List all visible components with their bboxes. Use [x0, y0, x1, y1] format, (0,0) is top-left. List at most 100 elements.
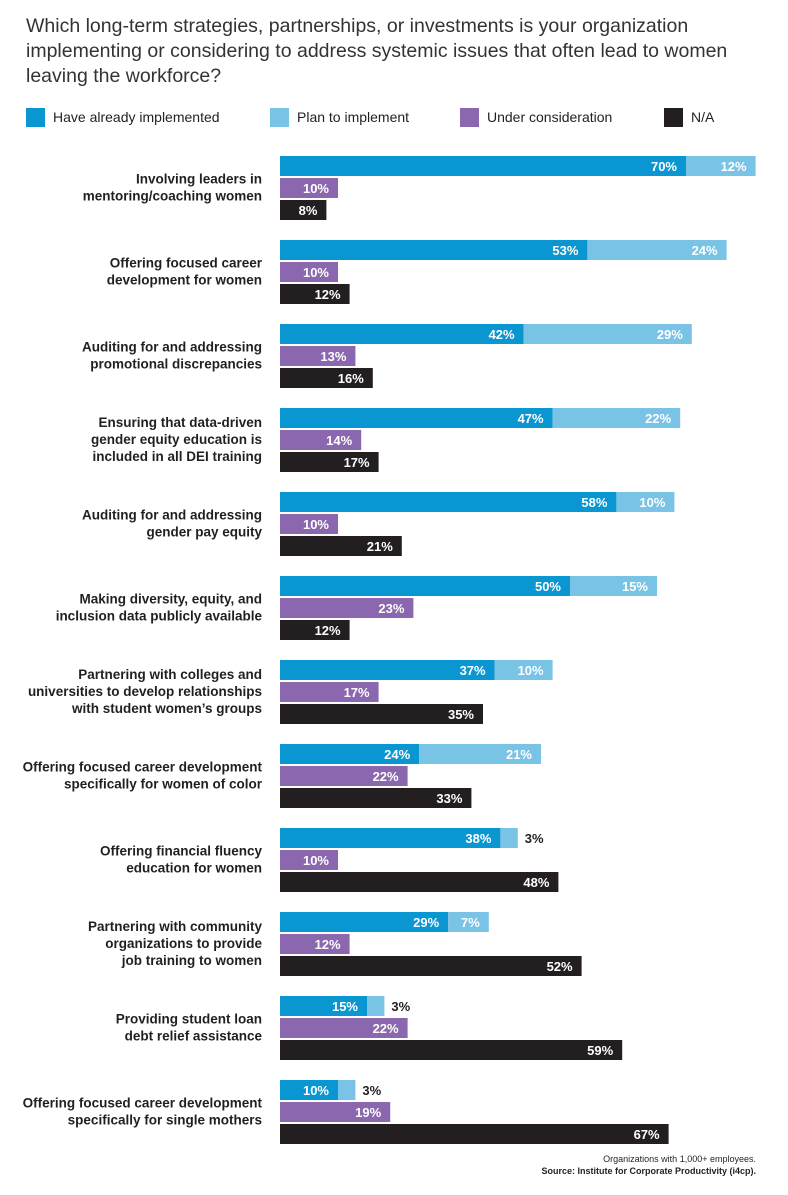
data-label-consideration: 12% [315, 937, 341, 952]
category-label: Offering focused career development for w… [107, 256, 263, 288]
legend-label-implemented: Have already implemented [53, 109, 220, 125]
bar-na [280, 788, 472, 808]
bar-implemented [280, 156, 686, 176]
bar-na [280, 1124, 669, 1144]
legend-label-plan: Plan to implement [297, 109, 410, 125]
bar-consideration [280, 346, 356, 366]
data-label-na: 12% [315, 287, 341, 302]
bar-implemented [280, 660, 495, 680]
chart-title: Which long-term strategies, partnerships… [26, 15, 728, 87]
data-label-na: 59% [587, 1043, 613, 1058]
category-label: Offering focused career development speci… [23, 760, 263, 792]
bar-chart: Involving leaders in mentoring/coaching w… [23, 156, 756, 1144]
data-label-plan: 12% [721, 159, 747, 174]
bar-na [280, 284, 350, 304]
category-label: Partnering with community organizations t… [88, 919, 263, 968]
bar-implemented [280, 576, 570, 596]
data-label-implemented: 15% [332, 999, 358, 1014]
bar-na [280, 872, 559, 892]
footnote-note: Organizations with 1,000+ employees. [603, 1154, 756, 1164]
data-label-plan: 10% [639, 495, 665, 510]
bar-na [280, 704, 483, 724]
bar-consideration [280, 766, 408, 786]
data-label-plan: 3% [362, 1083, 381, 1098]
bar-plan [500, 828, 518, 848]
data-label-implemented: 42% [489, 327, 515, 342]
data-label-plan: 15% [622, 579, 648, 594]
data-label-consideration: 10% [303, 853, 329, 868]
bar-implemented [280, 912, 449, 932]
data-label-consideration: 10% [303, 181, 329, 196]
legend-swatch-consideration [460, 107, 479, 127]
category-label: Making diversity, equity, and inclusion d… [56, 592, 263, 624]
legend-item-consideration: Under consideration [460, 106, 612, 128]
data-label-na: 48% [523, 875, 549, 890]
data-label-consideration: 22% [373, 769, 399, 784]
bar-na [280, 452, 379, 472]
bar-consideration [280, 430, 362, 450]
data-label-consideration: 23% [378, 601, 404, 616]
data-label-na: 12% [315, 623, 341, 638]
bar-plan [552, 408, 681, 428]
bar-implemented [280, 324, 524, 344]
data-label-implemented: 50% [535, 579, 561, 594]
bar-plan [616, 492, 675, 512]
bar-plan [419, 744, 541, 764]
bar-implemented [280, 996, 367, 1016]
legend-swatch-na [664, 107, 683, 127]
bar-plan [338, 1080, 356, 1100]
bar-na [280, 956, 582, 976]
bar-consideration [280, 1102, 391, 1122]
data-label-implemented: 47% [518, 411, 544, 426]
data-label-plan: 7% [461, 915, 480, 930]
data-label-implemented: 29% [413, 915, 439, 930]
bar-implemented [280, 828, 501, 848]
legend-label-na: N/A [691, 109, 715, 125]
data-label-consideration: 10% [303, 265, 329, 280]
bar-na [280, 200, 327, 220]
bar-consideration [280, 598, 414, 618]
category-label: Ensuring that data-driven gender equity e… [91, 415, 262, 464]
data-label-implemented: 53% [552, 243, 578, 258]
data-label-plan: 24% [692, 243, 718, 258]
data-label-na: 67% [634, 1127, 660, 1142]
data-label-plan: 3% [525, 831, 544, 846]
data-label-plan: 3% [391, 999, 410, 1014]
bar-implemented [280, 492, 617, 512]
legend-item-implemented: Have already implemented [26, 106, 220, 128]
category-label: Auditing for and addressing gender pay eq… [82, 508, 263, 540]
bar-consideration [280, 1018, 408, 1038]
bar-na [280, 368, 373, 388]
category-label: Providing student loan debt relief assist… [116, 1012, 263, 1044]
category-label: Auditing for and addressing promotional d… [82, 340, 262, 372]
bar-plan [587, 240, 727, 260]
category-label: Offering focused career development speci… [23, 1096, 263, 1128]
bar-implemented [280, 240, 588, 260]
bar-consideration [280, 682, 379, 702]
bar-implemented [280, 408, 553, 428]
data-label-plan: 21% [506, 747, 532, 762]
bar-plan [494, 660, 553, 680]
data-label-implemented: 24% [384, 747, 410, 762]
data-label-na: 52% [547, 959, 573, 974]
bar-consideration [280, 934, 350, 954]
bar-na [280, 620, 350, 640]
data-label-na: 35% [448, 707, 474, 722]
bar-implemented [280, 744, 420, 764]
bar-plan [448, 912, 489, 932]
data-label-na: 33% [436, 791, 462, 806]
data-label-plan: 29% [657, 327, 683, 342]
data-label-na: 21% [367, 539, 393, 554]
data-label-implemented: 58% [581, 495, 607, 510]
data-label-consideration: 22% [373, 1021, 399, 1036]
bar-consideration [280, 262, 338, 282]
bar-plan [686, 156, 756, 176]
category-label: Offering financial fluency education for … [100, 844, 263, 876]
legend-label-consideration: Under consideration [487, 109, 613, 125]
data-label-plan: 22% [645, 411, 671, 426]
data-label-implemented: 70% [651, 159, 677, 174]
bar-consideration [280, 514, 338, 534]
legend-item-plan: Plan to implement [270, 106, 409, 128]
bar-plan [367, 996, 385, 1016]
category-label: Involving leaders in mentoring/coaching w… [83, 172, 262, 204]
